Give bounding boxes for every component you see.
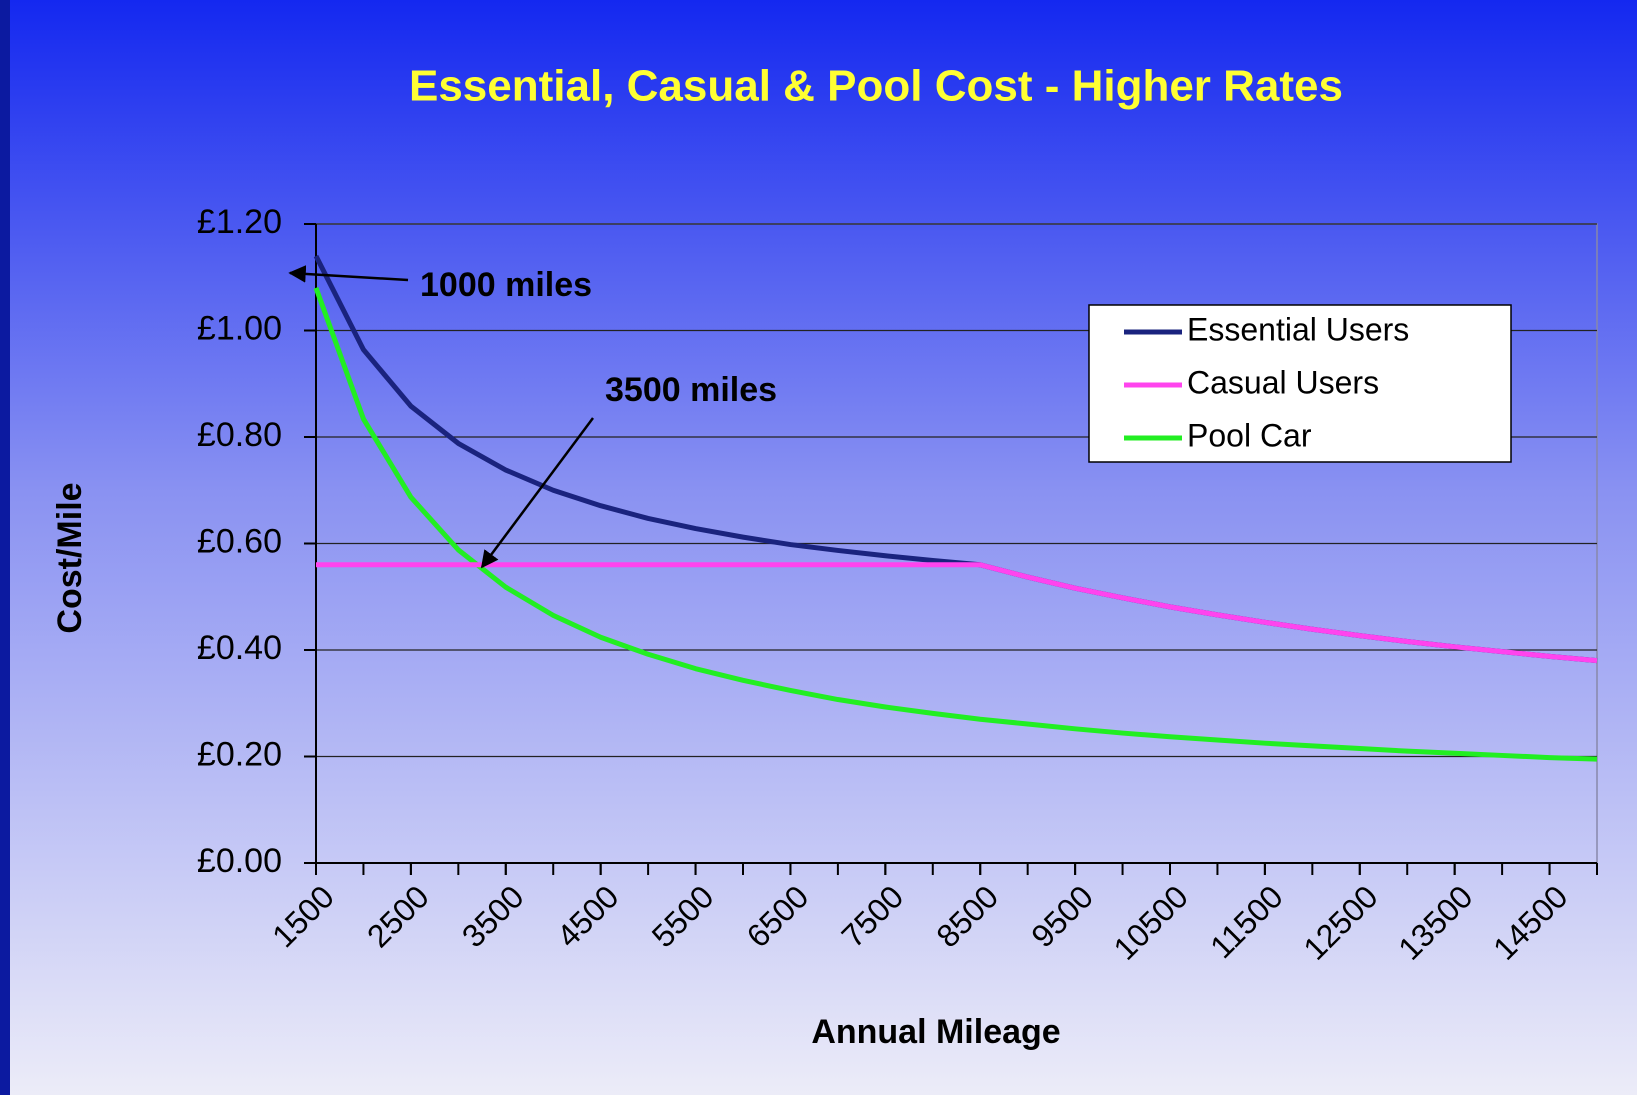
y-tick-label: £1.20 — [197, 203, 282, 241]
series-line — [313, 287, 1598, 762]
legend-label: Essential Users — [1187, 311, 1409, 347]
left-border — [0, 0, 10, 1095]
y-tick-label: £0.60 — [197, 522, 282, 560]
legend: Essential Users Casual Users Pool Car — [1088, 304, 1512, 463]
y-tick-label: £0.40 — [197, 629, 282, 667]
y-tick-label: £0.80 — [197, 416, 282, 454]
annotation-arrow — [480, 417, 595, 569]
y-axis-label: Cost/Mile — [51, 482, 89, 633]
annotation-arrow — [288, 265, 409, 283]
legend-label: Casual Users — [1187, 364, 1379, 400]
y-tick-label: £0.00 — [197, 842, 282, 880]
series-line — [316, 562, 1598, 664]
y-tick-label: £0.20 — [197, 735, 282, 773]
x-axis-label: Annual Mileage — [811, 1013, 1060, 1051]
y-tick-label: £1.00 — [197, 309, 282, 347]
annotation: 1000 miles — [420, 266, 592, 304]
annotation: 3500 miles — [605, 371, 777, 409]
legend-label: Pool Car — [1187, 417, 1312, 453]
chart-title: Essential, Casual & Pool Cost - Higher R… — [409, 62, 1343, 111]
